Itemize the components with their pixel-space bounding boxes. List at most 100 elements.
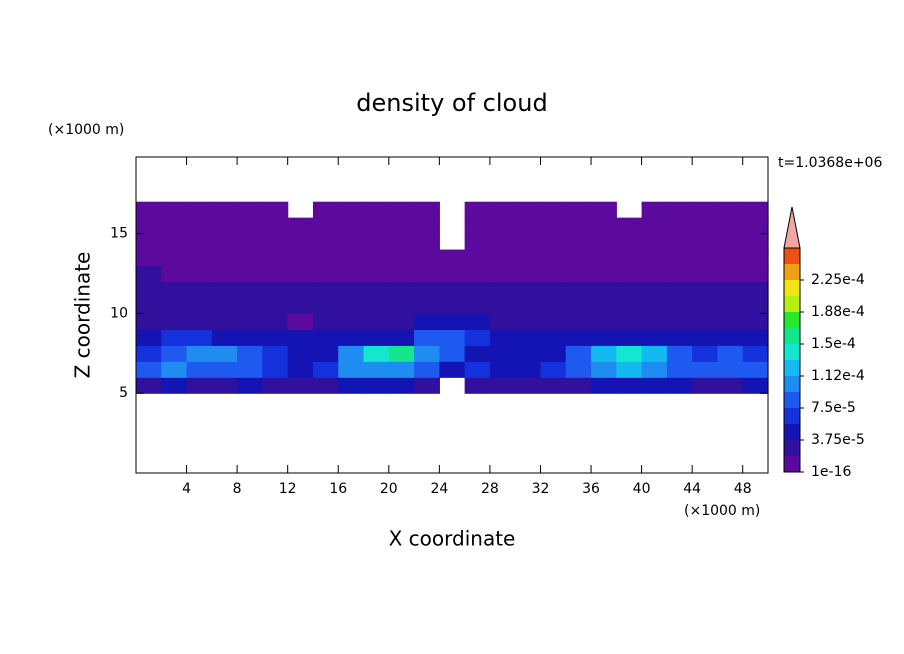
contour-cell [616, 329, 643, 346]
contour-cell [565, 313, 592, 330]
contour-cell [237, 345, 263, 362]
contour-cell [692, 201, 719, 219]
contour-cell [666, 329, 693, 346]
contour-field [136, 201, 769, 394]
contour-cell [489, 329, 516, 346]
contour-cell [338, 265, 365, 283]
y-tick-label: 5 [119, 385, 128, 401]
contour-cell [717, 297, 744, 315]
contour-cell [136, 265, 162, 283]
contour-cell [717, 265, 744, 283]
colorbar-band [784, 456, 800, 472]
colorbar-band [784, 312, 800, 328]
contour-cell [237, 361, 263, 378]
contour-cell [363, 377, 390, 394]
contour-cell [489, 233, 516, 251]
contour-cell [565, 249, 592, 267]
contour-cell [641, 217, 668, 235]
x-tick-label: 28 [481, 481, 499, 497]
x-tick-label: 16 [329, 481, 347, 497]
contour-cell [414, 217, 440, 235]
contour-cell [186, 281, 213, 299]
contour-cell [363, 345, 390, 362]
contour-cell [439, 265, 466, 283]
contour-cell [363, 361, 390, 378]
contour-cell [641, 377, 668, 394]
contour-cell [515, 313, 542, 330]
contour-cell [288, 202, 314, 219]
contour-cell [211, 265, 238, 283]
colorbar-over-arrow [783, 206, 801, 249]
contour-cell [186, 201, 213, 219]
contour-cell [338, 249, 365, 267]
contour-cell [464, 361, 491, 378]
contour-cell [515, 233, 542, 251]
contour-cell [338, 361, 365, 378]
contour-cell [262, 265, 289, 283]
contour-cell [742, 233, 769, 251]
contour-cell [464, 377, 491, 394]
contour-cell [414, 313, 440, 330]
contour-cell [312, 329, 339, 346]
contour-cell [666, 361, 693, 378]
contour-cell [641, 313, 668, 330]
contour-cell [666, 249, 693, 267]
contour-cell [565, 377, 592, 394]
contour-cell [136, 201, 162, 219]
contour-cell [489, 345, 516, 362]
x-tick-label: 48 [734, 481, 752, 497]
contour-cell [591, 345, 617, 362]
contour-cell [414, 329, 440, 346]
contour-cell [186, 265, 213, 283]
contour-cell [414, 377, 440, 394]
contour-cell [515, 265, 542, 283]
contour-cell [312, 233, 339, 251]
contour-cell [666, 281, 693, 299]
contour-cell [262, 361, 289, 378]
colorbar-band [784, 344, 800, 360]
contour-cell [464, 281, 491, 299]
contour-cell [161, 265, 188, 283]
contour-cell [591, 217, 617, 235]
colorbar-band [784, 392, 800, 408]
contour-cell [742, 313, 769, 330]
contour-cell [211, 345, 238, 362]
contour-cell [287, 329, 314, 346]
contour-cell [717, 377, 744, 394]
contour-cell [464, 329, 491, 346]
contour-cell [742, 345, 769, 362]
contour-cell [489, 361, 516, 378]
contour-cell [591, 297, 617, 315]
contour-cell [464, 233, 491, 251]
contour-cell [338, 201, 365, 219]
contour-cell [262, 377, 289, 394]
contour-cell [515, 297, 542, 315]
contour-cell [692, 281, 719, 299]
contour-cell [641, 281, 668, 299]
contour-cell [161, 249, 188, 267]
contour-cell [136, 377, 162, 394]
contour-cell [692, 313, 719, 330]
colorbar-band [784, 264, 800, 280]
x-tick-label: 4 [182, 481, 191, 497]
contour-cell [388, 297, 415, 315]
contour-cell [237, 281, 263, 299]
contour-cell [211, 297, 238, 315]
y-axis-label: Z coordinate [71, 252, 95, 379]
contour-cell [312, 201, 339, 219]
contour-cell [742, 297, 769, 315]
time-annotation: t=1.0368e+06 [778, 155, 882, 171]
colorbar-band [784, 440, 800, 456]
contour-cell [262, 217, 289, 235]
contour-cell [641, 345, 668, 362]
contour-cell [666, 377, 693, 394]
contour-cell [540, 345, 567, 362]
contour-cell [312, 265, 339, 283]
contour-cell [591, 249, 617, 267]
contour-cell [742, 201, 769, 219]
colorbar-band [784, 408, 800, 424]
contour-cell [692, 265, 719, 283]
contour-cell [616, 265, 643, 283]
contour-cell [211, 377, 238, 394]
contour-cell [161, 329, 188, 346]
